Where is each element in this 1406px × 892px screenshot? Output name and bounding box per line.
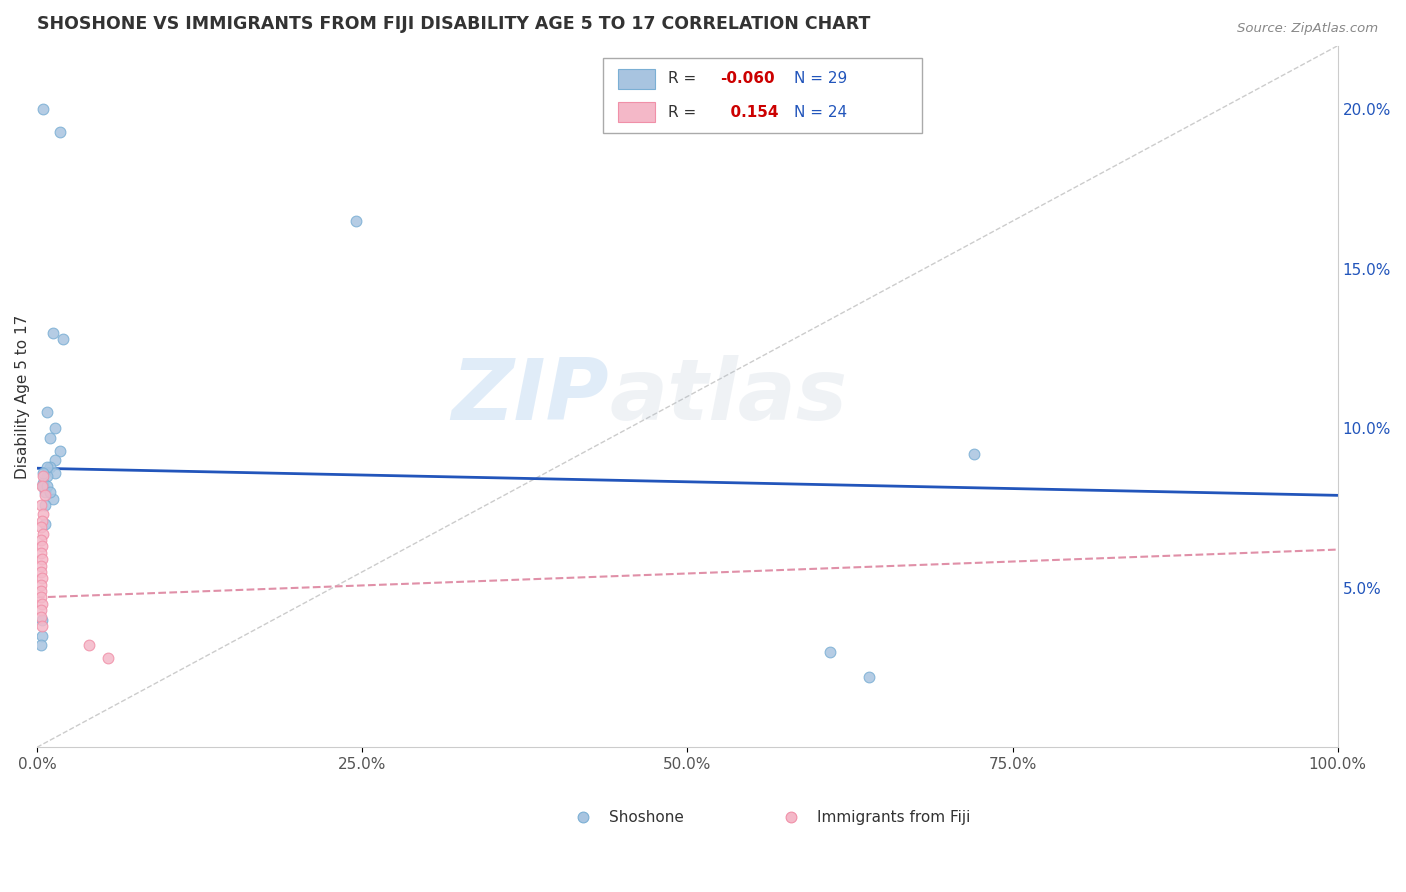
Point	[32, 466, 55, 480]
Text: Immigrants from Fiji: Immigrants from Fiji	[817, 810, 970, 825]
Point	[97, 651, 120, 665]
Point	[30, 533, 52, 547]
Text: N = 24: N = 24	[794, 104, 848, 120]
Text: -0.060: -0.060	[720, 71, 775, 87]
Point	[37, 405, 59, 419]
Y-axis label: Disability Age 5 to 17: Disability Age 5 to 17	[15, 314, 30, 479]
Point	[30, 584, 52, 599]
Point	[52, 332, 75, 346]
Text: Source: ZipAtlas.com: Source: ZipAtlas.com	[1237, 22, 1378, 36]
Text: atlas: atlas	[609, 355, 848, 438]
Point	[34, 485, 56, 500]
FancyBboxPatch shape	[619, 69, 655, 88]
Point	[32, 508, 55, 522]
Point	[30, 558, 52, 573]
Point	[32, 479, 55, 493]
Point	[37, 469, 59, 483]
Point	[30, 565, 52, 579]
Point	[32, 103, 55, 117]
Point	[44, 421, 66, 435]
Point	[30, 546, 52, 560]
Point	[820, 645, 842, 659]
Point	[858, 670, 880, 684]
Point	[30, 638, 52, 652]
Text: SHOSHONE VS IMMIGRANTS FROM FIJI DISABILITY AGE 5 TO 17 CORRELATION CHART: SHOSHONE VS IMMIGRANTS FROM FIJI DISABIL…	[37, 15, 870, 33]
Point	[37, 479, 59, 493]
Text: 0.154: 0.154	[720, 104, 779, 120]
Point	[44, 466, 66, 480]
Point	[34, 488, 56, 502]
Point	[31, 571, 53, 585]
Point	[31, 629, 53, 643]
Point	[34, 498, 56, 512]
Point	[44, 453, 66, 467]
Point	[31, 597, 53, 611]
Point	[39, 431, 62, 445]
Point	[30, 498, 52, 512]
FancyBboxPatch shape	[603, 58, 921, 134]
Point	[32, 526, 55, 541]
Point	[30, 591, 52, 605]
Point	[39, 459, 62, 474]
Point	[30, 520, 52, 534]
Point	[32, 475, 55, 490]
Point	[49, 125, 72, 139]
Point	[41, 491, 63, 506]
Point	[34, 517, 56, 532]
Point	[30, 609, 52, 624]
Text: Shoshone: Shoshone	[609, 810, 685, 825]
Text: N = 29: N = 29	[794, 71, 848, 87]
Point	[31, 479, 53, 493]
Point	[962, 447, 984, 461]
Point	[77, 638, 100, 652]
Point	[31, 552, 53, 566]
Point	[39, 485, 62, 500]
Point	[37, 459, 59, 474]
Point	[30, 577, 52, 591]
Point	[31, 540, 53, 554]
Point	[41, 326, 63, 340]
Text: ZIP: ZIP	[451, 355, 609, 438]
Text: R =: R =	[668, 104, 702, 120]
FancyBboxPatch shape	[619, 103, 655, 122]
Point	[31, 613, 53, 627]
Point	[30, 603, 52, 617]
Point	[31, 514, 53, 528]
Point	[344, 214, 367, 228]
Text: R =: R =	[668, 71, 702, 87]
Point	[32, 469, 55, 483]
Point	[49, 443, 72, 458]
Point	[31, 619, 53, 633]
